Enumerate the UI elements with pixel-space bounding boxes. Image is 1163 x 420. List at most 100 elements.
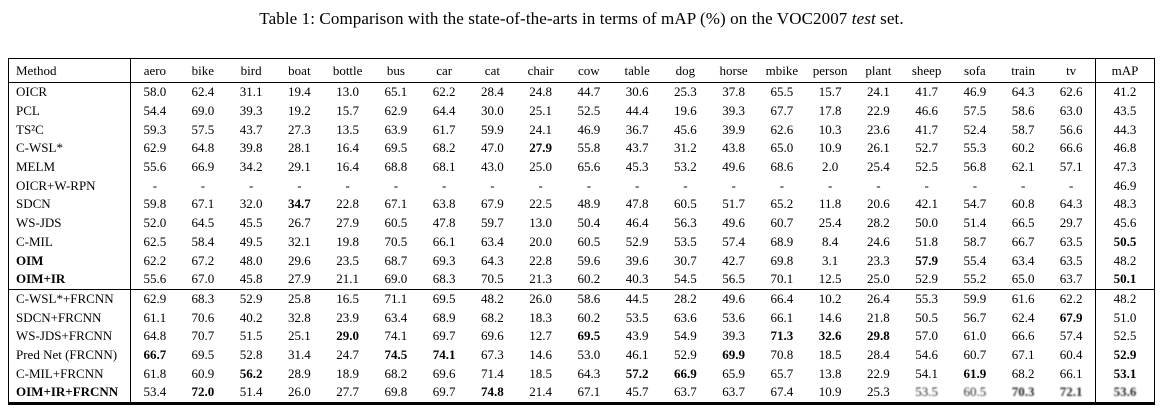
column-header-car: car <box>436 62 453 78</box>
value-cell-person: 8.4 <box>822 233 839 249</box>
value-cell-dog: 60.5 <box>674 196 697 212</box>
value-cell-horse: 65.9 <box>722 365 745 381</box>
value-cell-bike: 67.2 <box>191 252 215 268</box>
value-cell-dog: 56.3 <box>674 215 697 231</box>
value-cell-aero: 64.8 <box>143 328 167 344</box>
value-cell-aero: 62.2 <box>143 252 167 268</box>
value-cell-aero: 52.0 <box>143 215 167 231</box>
value-cell-bird: 52.8 <box>239 346 263 362</box>
column-header-chair: chair <box>527 62 554 78</box>
value-cell-cow: 53.0 <box>577 346 601 362</box>
value-cell-chair: 27.9 <box>529 140 552 156</box>
value-cell-sheep: 54.1 <box>915 365 938 381</box>
value-cell-mbike: 65.7 <box>770 365 794 381</box>
value-cell-bike: - <box>200 177 206 193</box>
value-cell-bottle: 16.4 <box>336 159 359 175</box>
value-cell-table: 46.4 <box>625 215 649 231</box>
results-table: Method aero bike bird boat bottle bus car cat cha… <box>8 58 1155 405</box>
value-cell-boat: 25.8 <box>288 290 311 306</box>
value-cell-cat: 43.0 <box>481 159 504 175</box>
value-cell-sheep: 51.8 <box>915 233 938 249</box>
value-cell-person: 3.1 <box>822 252 839 268</box>
map-cell: 52.9 <box>1095 345 1155 365</box>
value-cell-aero: 62.5 <box>143 233 167 249</box>
value-cell-cat: 68.2 <box>481 309 504 325</box>
map-cell: 52.5 <box>1095 326 1155 346</box>
map-cell: 51.0 <box>1095 308 1155 327</box>
value-cell-boat: 26.0 <box>288 384 311 400</box>
value-cell-train: 66.7 <box>1011 233 1035 249</box>
value-cell-dog: 63.6 <box>674 309 697 325</box>
value-cell-person: 12.5 <box>818 271 842 287</box>
value-cell-train: 66.5 <box>1011 215 1035 231</box>
value-cell-aero: 66.7 <box>143 346 167 362</box>
value-cell-boat: 29.6 <box>288 252 311 268</box>
value-cell-aero: 61.8 <box>143 365 167 381</box>
value-cell-table: 47.8 <box>625 196 649 212</box>
value-cell-bottle: 24.7 <box>336 346 359 362</box>
value-cell-chair: 18.3 <box>529 309 552 325</box>
value-cell-car: 68.9 <box>432 309 456 325</box>
value-cell-cat: 64.3 <box>481 252 504 268</box>
value-cell-person: 17.8 <box>818 103 842 119</box>
map-cell: 46.9 <box>1095 176 1155 196</box>
column-header-bottle: bottle <box>332 62 363 78</box>
table-row-c-mil-frcnn: C-MIL+FRCNN 61.8 60.9 56.2 28.9 18.9 68.2 69.6 7… <box>8 364 1155 383</box>
value-cell-bird: 34.2 <box>239 159 263 175</box>
value-cell-bottle: - <box>345 177 350 193</box>
value-cell-cow: 48.9 <box>577 196 601 212</box>
value-cell-horse: 57.4 <box>722 233 745 249</box>
value-cell-dog: 45.6 <box>674 121 697 137</box>
value-cell-cow: 52.5 <box>577 103 601 119</box>
value-cell-sofa: 55.3 <box>963 140 987 156</box>
value-cell-sofa: - <box>972 177 978 193</box>
value-cell-cow: - <box>586 177 592 193</box>
table-row-ws-jds: WS-JDS 52.0 64.5 45.5 26.7 27.9 60.5 47.8 59.7 13… <box>8 213 1155 233</box>
value-cell-cat: 47.0 <box>481 140 504 156</box>
value-cell-bird: 43.7 <box>239 121 263 137</box>
map-cell: 44.3 <box>1095 120 1155 140</box>
value-cell-cow: 60.2 <box>577 309 601 325</box>
table-row-c-wsl: C-WSL* 62.9 64.8 39.8 28.1 16.4 69.5 68.2 47.0 27… <box>8 139 1155 158</box>
value-cell-car: 68.1 <box>432 159 456 175</box>
column-header-dog: dog <box>675 62 696 78</box>
column-header-tv: tv <box>1066 62 1077 78</box>
table-row-c-mil: C-MIL 62.5 58.4 49.5 32.1 19.8 70.5 66.1 63.4 20.… <box>8 232 1155 252</box>
value-cell-cat: 70.5 <box>481 271 504 287</box>
value-cell-chair: 24.8 <box>529 84 552 100</box>
value-cell-train: 58.6 <box>1011 103 1035 119</box>
value-cell-boat: 29.1 <box>288 159 311 175</box>
value-cell-bus: 63.4 <box>384 309 408 325</box>
value-cell-sofa: 55.4 <box>963 252 987 268</box>
value-cell-sheep: 41.7 <box>915 121 938 137</box>
column-header-method: Method <box>8 58 131 83</box>
value-cell-boat: 31.4 <box>288 346 311 362</box>
value-cell-train: 63.4 <box>1011 252 1035 268</box>
value-cell-aero: 62.9 <box>143 290 167 306</box>
value-cell-plant: 20.6 <box>867 196 890 212</box>
value-cell-sofa: 60.5 <box>963 384 987 400</box>
value-cell-tv: 63.7 <box>1059 271 1083 287</box>
value-cell-train: 61.6 <box>1011 290 1035 306</box>
value-cell-mbike: 68.6 <box>770 159 794 175</box>
value-cell-cow: 44.7 <box>577 84 601 100</box>
value-cell-sheep: 46.6 <box>915 103 938 119</box>
value-cell-car: 68.3 <box>432 271 456 287</box>
value-cell-chair: - <box>538 177 543 193</box>
value-cell-horse: 53.6 <box>722 309 745 325</box>
table-row-sdcn: SDCN 59.8 67.1 32.0 34.7 22.8 67.1 63.8 67.9 22.5… <box>8 195 1155 214</box>
value-cell-dog: 52.9 <box>674 346 697 362</box>
value-cell-dog: 30.7 <box>674 252 697 268</box>
value-cell-train: 62.1 <box>1011 159 1035 175</box>
column-header-map: mAP <box>1095 58 1155 83</box>
column-header-cat: cat <box>484 62 500 78</box>
value-cell-tv: 63.5 <box>1059 233 1083 249</box>
value-cell-bus: - <box>393 177 399 193</box>
value-cell-aero: 55.6 <box>143 159 167 175</box>
value-cell-cat: 69.6 <box>481 328 504 344</box>
method-cell: OIM+IR+FRCNN <box>8 383 131 404</box>
value-cell-bike: 58.4 <box>191 233 215 249</box>
value-cell-boat: 28.1 <box>288 140 311 156</box>
value-cell-car: 74.1 <box>432 346 456 362</box>
value-cell-sofa: 61.0 <box>963 328 987 344</box>
